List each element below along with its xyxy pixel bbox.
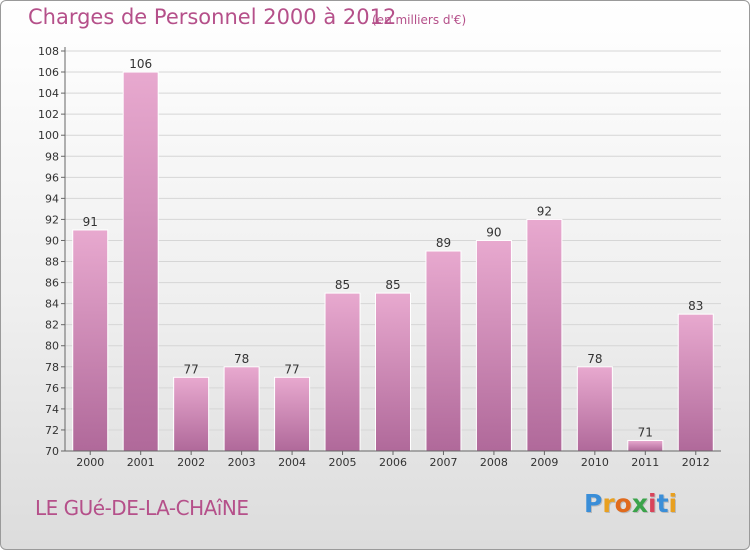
chart-subtitle: (en milliers d'€) (372, 13, 467, 27)
logo-letter: t (656, 489, 669, 518)
data-label: 92 (537, 204, 552, 218)
logo-letter: r (602, 489, 615, 518)
bar (526, 218, 563, 452)
data-label: 71 (638, 425, 653, 439)
logo-letter: i (668, 489, 678, 518)
commune-name: LE GUé-DE-LA-CHAîNE (35, 496, 249, 520)
y-tick-label: 82 (45, 319, 59, 332)
bar (122, 71, 159, 452)
x-tick-label: 2003 (228, 456, 256, 469)
bar (173, 376, 210, 452)
y-tick-label: 72 (45, 424, 59, 437)
y-tick-label: 106 (38, 66, 59, 79)
bar (576, 366, 613, 452)
logo-letter: P (584, 489, 603, 518)
bar (324, 292, 361, 452)
x-tick-label: 2008 (480, 456, 508, 469)
logo-letter: i (648, 489, 657, 518)
data-label: 89 (436, 236, 451, 250)
data-label: 90 (486, 225, 501, 239)
x-tick-label: 2009 (530, 456, 558, 469)
x-tick-label: 2001 (127, 456, 155, 469)
x-tick-label: 2010 (581, 456, 609, 469)
bar (677, 313, 714, 452)
y-tick-label: 100 (38, 129, 59, 142)
data-label: 77 (284, 362, 299, 376)
y-tick-label: 108 (38, 45, 59, 58)
x-tick-label: 2007 (429, 456, 457, 469)
y-tick-label: 92 (45, 213, 59, 226)
proxiti-logo: Proxiti (584, 489, 677, 518)
data-label: 78 (587, 352, 602, 366)
data-label: 83 (688, 299, 703, 313)
y-tick-label: 78 (45, 361, 59, 374)
y-tick-label: 70 (45, 445, 59, 458)
y-tick-label: 88 (45, 256, 59, 269)
logo-letter: x (631, 489, 648, 518)
y-tick-label: 76 (45, 382, 59, 395)
y-tick-label: 104 (38, 87, 59, 100)
y-tick-label: 84 (45, 298, 59, 311)
x-tick-label: 2012 (682, 456, 710, 469)
chart-title: Charges de Personnel 2000 à 2012 (28, 5, 397, 29)
bar (375, 292, 411, 452)
y-tick-label: 90 (45, 234, 59, 247)
bar (627, 439, 664, 452)
x-tick-label: 2004 (278, 456, 306, 469)
y-tick-label: 74 (45, 403, 59, 416)
y-tick-label: 86 (45, 277, 59, 290)
data-label: 78 (234, 352, 249, 366)
bar (425, 250, 462, 452)
data-label: 85 (385, 278, 400, 292)
bar (274, 376, 311, 452)
x-tick-label: 2011 (631, 456, 659, 469)
data-label: 106 (129, 57, 152, 71)
data-label: 91 (83, 215, 98, 229)
logo-letter: o (614, 489, 632, 518)
data-label: 77 (184, 362, 199, 376)
x-tick-label: 2000 (76, 456, 104, 469)
y-tick-label: 96 (45, 171, 59, 184)
y-tick-label: 98 (45, 150, 59, 163)
x-tick-label: 2005 (329, 456, 357, 469)
x-tick-label: 2006 (379, 456, 407, 469)
bar (223, 366, 260, 452)
bar (475, 239, 512, 452)
x-tick-label: 2002 (177, 456, 205, 469)
y-tick-label: 80 (45, 340, 59, 353)
bar (72, 229, 109, 452)
y-tick-label: 94 (45, 192, 59, 205)
y-tick-label: 102 (38, 108, 59, 121)
data-label: 85 (335, 278, 350, 292)
